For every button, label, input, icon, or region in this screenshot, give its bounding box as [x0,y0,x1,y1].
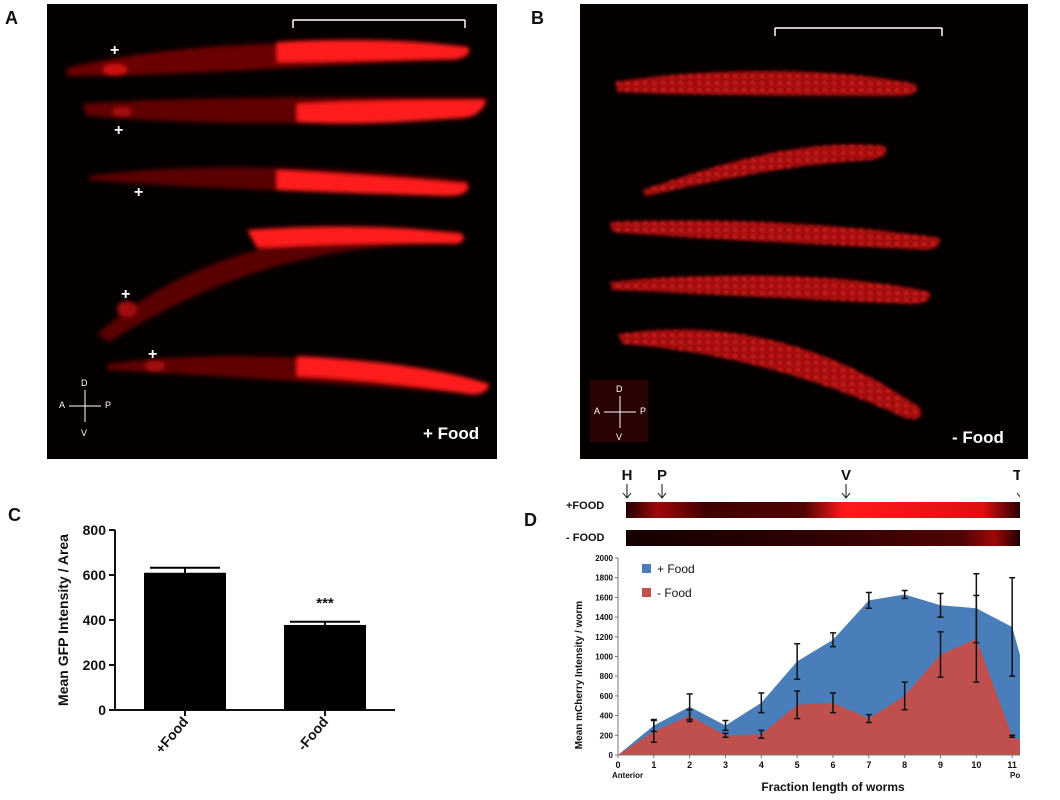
orientation-v: V [81,428,88,438]
y-tick-label: 800 [600,672,614,681]
landmark-h: H [622,467,633,484]
landmark-v: V [841,467,851,484]
legend-swatch [642,588,651,597]
orientation-p: P [640,406,647,416]
orientation-d: D [616,384,623,394]
y-axis-label: Mean GFP Intensity / Area [55,534,71,706]
x-tick-label: +Food [152,714,192,757]
orientation-d: D [81,378,88,388]
y-tick-label: 1000 [595,653,613,662]
orientation-v: V [616,432,623,442]
condition-label-plus-food: + Food [423,424,480,443]
x-tick-label: 6 [830,760,835,770]
worm-image-plus-food [67,19,489,395]
x-tick-label: -Food [294,714,331,754]
panel-letter-d: D [524,510,537,530]
y-tick-label: 200 [83,657,107,673]
y-tick-label: 800 [83,522,107,538]
pharynx-marker: + [114,122,124,139]
x-end-label-anterior: Anterior [612,771,643,780]
landmark-t: T [1013,467,1020,484]
x-tick-label: 8 [902,760,907,770]
panel-letter-b: B [531,8,544,28]
y-tick-label: 0 [98,702,106,718]
x-tick-label: 1 [651,760,656,770]
pharynx-marker: + [148,346,158,363]
strip-label-minus-food: - FOOD [566,532,605,544]
landmark-arrows [622,484,1020,499]
x-tick-label: 0 [615,760,620,770]
x-tick-label: 2 [687,760,692,770]
legend-entry: - Food [657,586,692,600]
y-tick-label: 1200 [595,633,613,642]
x-axis-label: Fraction length of worms [761,780,905,794]
orientation-a: A [594,406,601,416]
strip-label-plus-food: +FOOD [566,500,604,512]
x-tick-label: 10 [971,760,981,770]
x-tick-label: 5 [795,760,800,770]
y-tick-label: 1400 [595,613,613,622]
panel-letter-a: A [5,8,18,28]
significance-label: *** [316,595,334,612]
x-tick-label: 11 [1007,760,1017,770]
y-tick-label: 1600 [595,593,613,602]
orientation-cross-icon [69,390,101,422]
y-axis-label: Mean mCherry Intensity / worm [574,601,585,749]
intensity-strip-plus-food [626,502,1020,518]
micrograph-plus-food: + + + + + D A P V + Food [47,4,497,459]
orientation-cross-icon [604,396,636,428]
condition-label-minus-food: - Food [952,428,1004,447]
bar [144,572,226,710]
x-tick-label: 7 [866,760,871,770]
bar [284,624,366,710]
y-tick-label: 600 [83,567,107,583]
orientation-p: P [105,400,112,410]
y-tick-label: 1800 [595,574,613,583]
orientation-a: A [59,400,66,410]
legend-entry: + Food [657,562,695,576]
y-tick-label: 600 [600,692,614,701]
pharynx-marker: + [121,286,131,303]
pharynx-marker: + [110,42,120,59]
intensity-strip-minus-food [626,530,1020,546]
area-series [618,638,1020,755]
y-tick-label: 2000 [595,554,613,563]
x-end-label-posterior: Posterior [1010,771,1020,780]
landmark-p: P [657,467,667,484]
legend-swatch [642,564,651,573]
y-tick-label: 200 [600,731,614,740]
panel-letter-c: C [8,505,21,525]
pharynx-marker: + [134,184,144,201]
y-tick-label: 400 [600,712,614,721]
x-tick-label: 3 [723,760,728,770]
y-tick-label: 0 [609,751,614,760]
worm-image-minus-food [610,27,943,420]
orientation-inset [590,380,648,442]
x-tick-label: 9 [938,760,943,770]
micrograph-minus-food: D A P V - Food [580,4,1028,459]
area-chart-mcherry: H P V T +FOOD - FOOD Mean mCherry Intens… [566,467,1020,794]
bar-chart-gfp: Mean GFP Intensity / Area 0200400600800 … [55,522,395,757]
y-tick-label: 400 [83,612,107,628]
x-tick-label: 4 [759,760,764,770]
